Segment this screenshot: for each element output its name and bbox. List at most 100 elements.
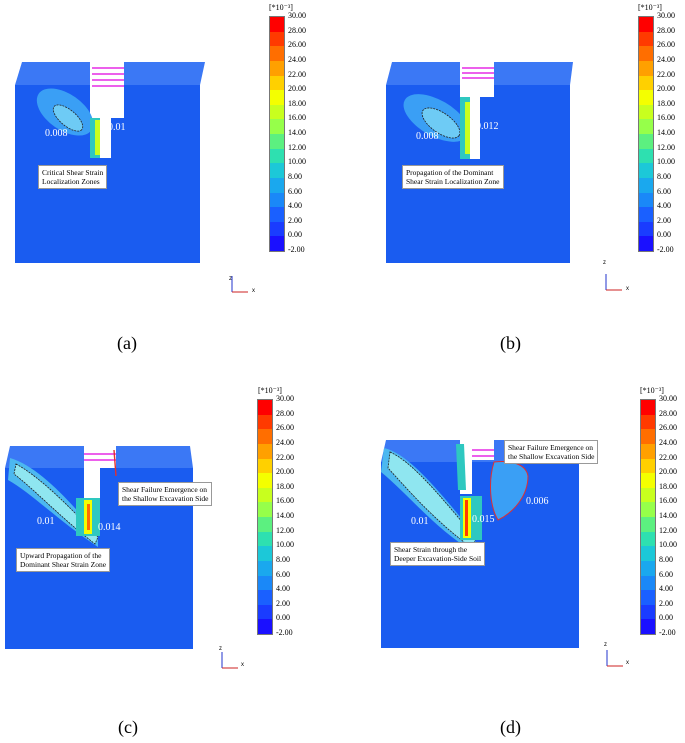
strain-value-label: 0.008 <box>45 128 68 139</box>
colorbar-tick-label: -2.00 <box>657 245 674 254</box>
axis-triad-icon <box>605 274 622 291</box>
colorbar-band <box>641 502 655 517</box>
colorbar-tick-label: 30.00 <box>657 11 675 20</box>
colorbar-tick-label: -2.00 <box>288 245 305 254</box>
colorbar-unit: [*10⁻³] <box>258 386 282 395</box>
strain-contour-model <box>5 446 193 649</box>
colorbar <box>269 16 285 252</box>
colorbar-band <box>639 119 653 134</box>
colorbar-tick-label: 24.00 <box>659 437 677 447</box>
colorbar-band <box>258 414 272 430</box>
colorbar-tick-label: 6.00 <box>659 569 673 579</box>
colorbar-band <box>641 473 655 488</box>
strain-value-label: 0.008 <box>416 131 439 142</box>
colorbar <box>638 16 654 252</box>
colorbar-band <box>641 619 655 634</box>
colorbar-tick-label: 14.00 <box>659 511 677 520</box>
colorbar-tick-label: 8.00 <box>659 554 673 564</box>
colorbar-tick-label: 0.00 <box>288 230 302 240</box>
colorbar-tick-label: 20.00 <box>288 84 306 94</box>
colorbar-tick-label: 22.00 <box>288 69 306 79</box>
strain-value-label: 0.01 <box>411 516 429 527</box>
colorbar-band <box>639 60 653 76</box>
colorbar-band <box>639 17 653 32</box>
colorbar-tick-label: 26.00 <box>659 423 677 433</box>
colorbar-band <box>258 590 272 605</box>
axis-x-label: x <box>626 660 629 666</box>
colorbar-tick-label: 4.00 <box>657 201 671 211</box>
colorbar-tick-label: 12.00 <box>288 142 306 152</box>
colorbar-band <box>641 590 655 605</box>
colorbar-tick-label: 20.00 <box>657 84 675 94</box>
colorbar-band <box>270 207 284 222</box>
strain-value-label: 0.01 <box>108 122 126 133</box>
colorbar-tick-label: 4.00 <box>659 584 673 594</box>
colorbar-tick-label: 26.00 <box>657 40 675 50</box>
annotation-box: Propagation of the Dominant Shear Strain … <box>402 165 504 189</box>
colorbar-tick-label: 30.00 <box>276 394 294 403</box>
colorbar-band <box>258 604 272 620</box>
colorbar-tick-label: 0.00 <box>657 230 671 240</box>
panel-caption: (a) <box>117 333 137 353</box>
colorbar-tick-label: 26.00 <box>276 423 294 433</box>
axis-z-label: z <box>604 642 607 648</box>
colorbar-band <box>258 400 272 415</box>
colorbar-band <box>641 560 655 576</box>
colorbar-unit: [*10⁻³] <box>269 3 293 12</box>
colorbar-band <box>641 429 655 444</box>
strain-value-label: 0.01 <box>37 516 55 527</box>
colorbar-band <box>639 46 653 61</box>
colorbar-tick-label: 24.00 <box>276 437 294 447</box>
colorbar-band <box>641 400 655 415</box>
colorbar-band <box>641 487 655 503</box>
colorbar-band <box>258 560 272 576</box>
annotation-box: Shear Failure Emergence on the Shallow Ex… <box>504 440 599 464</box>
colorbar-band <box>270 192 284 208</box>
panel-caption: (b) <box>500 333 521 353</box>
axis-triad-icon <box>221 652 238 669</box>
colorbar-band <box>270 31 284 47</box>
colorbar-tick-label: 18.00 <box>657 98 675 108</box>
colorbar-band <box>258 546 272 561</box>
colorbar-tick-label: 16.00 <box>276 496 294 506</box>
colorbar-tick-label: 2.00 <box>659 598 673 608</box>
colorbar-band <box>258 487 272 503</box>
colorbar-band <box>641 531 655 547</box>
colorbar-unit: [*10⁻³] <box>638 3 662 12</box>
panel-b: 0.008 0.012 Propagation of the Dominant S… <box>376 0 685 371</box>
colorbar-tick-label: 8.00 <box>657 171 671 181</box>
colorbar-tick-label: 2.00 <box>288 215 302 225</box>
colorbar-tick-label: 12.00 <box>659 525 677 535</box>
colorbar-band <box>639 148 653 164</box>
colorbar-tick-label: 6.00 <box>288 186 302 196</box>
colorbar-band <box>270 148 284 164</box>
colorbar-band <box>641 458 655 474</box>
colorbar-tick-label: 18.00 <box>659 481 677 491</box>
colorbar-tick-label: 30.00 <box>288 11 306 20</box>
panel-a: 0.008 0.01 Critical Shear Strain Localiza… <box>0 0 342 371</box>
colorbar-tick-label: 24.00 <box>657 54 675 64</box>
colorbar-band <box>270 60 284 76</box>
colorbar-tick-label: 2.00 <box>276 598 290 608</box>
colorbar-band <box>639 90 653 105</box>
annotation-box: Upward Propagation of the Dominant Shear … <box>16 548 111 572</box>
colorbar-tick-label: 14.00 <box>288 128 306 137</box>
colorbar <box>257 399 273 635</box>
strain-contour-model <box>386 62 573 263</box>
colorbar-tick-label: 8.00 <box>276 554 290 564</box>
colorbar-band <box>641 604 655 620</box>
colorbar-tick-label: 4.00 <box>276 584 290 594</box>
axis-triad-icon <box>606 650 623 667</box>
colorbar-band <box>270 17 284 32</box>
panel-caption: (c) <box>118 717 138 737</box>
colorbar-band <box>639 134 653 149</box>
colorbar-band <box>641 443 655 459</box>
annotation-box: Shear Strain through the Deeper Excavatio… <box>390 542 486 566</box>
colorbar-band <box>641 546 655 561</box>
colorbar-tick-label: 16.00 <box>288 113 306 123</box>
colorbar-band <box>270 104 284 120</box>
colorbar-tick-label: -2.00 <box>276 628 293 637</box>
axis-z-label: z <box>229 276 232 282</box>
colorbar-tick-label: 18.00 <box>276 481 294 491</box>
colorbar-band <box>639 192 653 208</box>
